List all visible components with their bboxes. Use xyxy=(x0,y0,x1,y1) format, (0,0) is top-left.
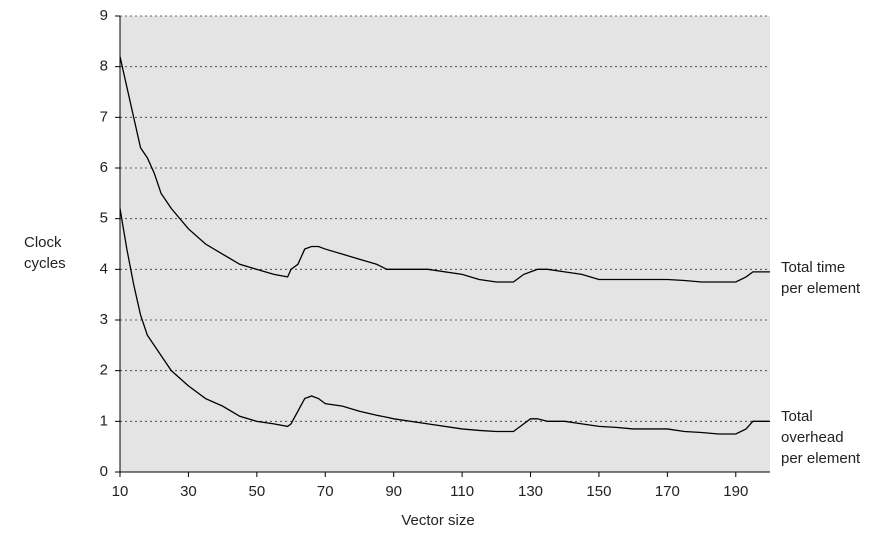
y-axis-label: Clock cycles xyxy=(24,234,66,272)
line xyxy=(119,56,770,283)
y-tick-label: 1 xyxy=(100,412,108,429)
x-tick-label: 10 xyxy=(112,483,129,500)
x-tick-label: 170 xyxy=(655,483,680,500)
y-tick-label: 7 xyxy=(100,108,108,125)
x-tick-label: 30 xyxy=(180,483,197,500)
y-tick-label: 6 xyxy=(100,159,108,176)
y-tick-label: 4 xyxy=(100,260,108,277)
y-tick-label: 8 xyxy=(100,58,108,75)
y-tick-label: 3 xyxy=(100,311,108,328)
series-label: Total overhead per element xyxy=(781,408,861,468)
x-tick-label: 150 xyxy=(586,483,611,500)
x-axis-label: Vector size xyxy=(401,512,474,529)
y-tick-label: 2 xyxy=(100,362,108,379)
x-tick-label: 70 xyxy=(317,483,334,500)
x-tick-label: 130 xyxy=(518,483,543,500)
plot-area xyxy=(120,16,770,472)
series-label: Total time per element xyxy=(781,258,861,297)
y-tick-label: 0 xyxy=(100,463,108,480)
y-tick-label: 5 xyxy=(100,210,108,227)
x-tick-label: 190 xyxy=(723,483,748,500)
line xyxy=(119,208,770,435)
x-tick-label: 110 xyxy=(450,483,474,500)
y-tick-label: 9 xyxy=(100,7,108,24)
x-tick-label: 90 xyxy=(385,483,402,500)
x-tick-label: 50 xyxy=(248,483,265,500)
